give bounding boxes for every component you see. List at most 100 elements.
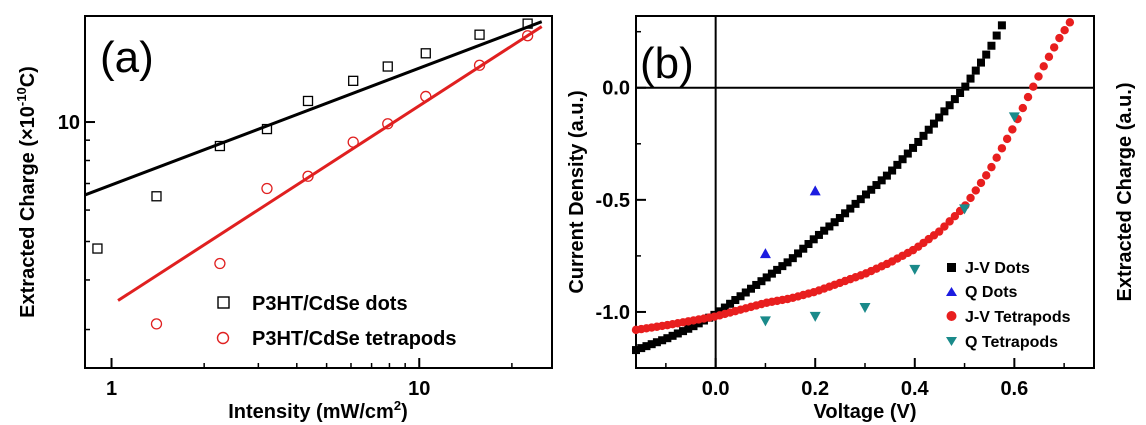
data-point-jv-tetrapods bbox=[950, 211, 960, 221]
legend-label-dots: P3HT/CdSe dots bbox=[252, 293, 408, 315]
data-point-jv-dots bbox=[637, 344, 646, 353]
data-point-jv-dots bbox=[914, 137, 923, 146]
legend-label-q-dots: Q Dots bbox=[965, 284, 1018, 301]
data-point-q-tetrapods bbox=[809, 311, 821, 322]
data-point-jv-tetrapods bbox=[1008, 125, 1017, 134]
data-point-q-dots bbox=[759, 248, 771, 259]
data-point-jv-dots bbox=[731, 296, 740, 305]
legend-a: P3HT/CdSe dots P3HT/CdSe tetrapods bbox=[216, 293, 456, 350]
data-point-jv-dots bbox=[835, 213, 844, 222]
data-point-jv-dots bbox=[825, 222, 834, 231]
data-point-jv-dots bbox=[668, 331, 677, 340]
data-point-jv-dots bbox=[893, 160, 902, 169]
data-point-jv-tetrapods bbox=[1018, 103, 1028, 113]
data-point-tetrapods bbox=[347, 136, 359, 148]
chart-panel-a: 1 10 10 (a) P3HT/CdSe dots P3HT/CdSe tetra… bbox=[14, 15, 553, 423]
data-point-jv-dots bbox=[867, 185, 876, 194]
panel-label-b: (b) bbox=[640, 39, 694, 88]
data-point-jv-tetrapods bbox=[1065, 18, 1075, 27]
data-point-jv-tetrapods bbox=[992, 153, 1001, 162]
x-tick-label-b: 0.4 bbox=[901, 378, 930, 400]
data-point-tetrapods bbox=[420, 90, 432, 103]
y-tick-label-a: 10 bbox=[58, 112, 80, 134]
data-point-dots bbox=[261, 123, 273, 135]
x-tick-label-b: 0.2 bbox=[801, 378, 829, 400]
data-point-jv-dots bbox=[976, 58, 985, 67]
legend-marker-dots bbox=[217, 296, 230, 309]
panel-label-a: (a) bbox=[100, 33, 154, 82]
y2-axis-title-b: Extracted Charge (a.u.) bbox=[1114, 83, 1136, 302]
data-point-jv-tetrapods bbox=[982, 171, 991, 180]
data-point-jv-dots bbox=[966, 74, 975, 83]
axis-ticks-a: 1 10 10 bbox=[58, 112, 513, 400]
legend-label-tetrapods: P3HT/CdSe tetrapods bbox=[252, 328, 456, 350]
data-point-jv-dots bbox=[987, 41, 996, 50]
data-point-jv-tetrapods bbox=[940, 222, 949, 231]
data-point-tetrapods bbox=[521, 30, 534, 42]
data-point-jv-dots bbox=[961, 82, 970, 91]
fit-line-tetrapods bbox=[117, 25, 543, 302]
data-points-a bbox=[92, 18, 534, 330]
data-point-tetrapods bbox=[382, 118, 394, 130]
data-point-jv-dots bbox=[647, 340, 656, 349]
data-point-tetrapods bbox=[150, 318, 163, 330]
data-point-dots bbox=[92, 243, 103, 254]
data-point-tetrapods bbox=[473, 59, 486, 71]
data-point-dots bbox=[302, 95, 314, 107]
data-point-jv-dots bbox=[679, 327, 688, 336]
data-point-jv-tetrapods bbox=[987, 162, 996, 172]
data-point-jv-tetrapods bbox=[966, 193, 975, 203]
data-point-jv-dots bbox=[888, 166, 897, 175]
data-point-jv-dots bbox=[820, 226, 829, 235]
data-point-q-tetrapods bbox=[909, 264, 921, 275]
data-point-tetrapods bbox=[261, 182, 273, 195]
data-point-jv-dots bbox=[773, 265, 782, 274]
data-point-dots bbox=[474, 29, 485, 40]
legend-label-q-tetrapods: Q Tetrapods bbox=[965, 334, 1058, 351]
data-point-jv-dots bbox=[720, 303, 729, 312]
x-axis-title-a: Intensity (mW/cm2) bbox=[228, 398, 407, 423]
data-point-jv-dots bbox=[658, 336, 667, 345]
data-point-jv-dots bbox=[903, 149, 912, 158]
data-point-jv-tetrapods bbox=[1060, 25, 1069, 35]
x-tick-label-a: 1 bbox=[106, 378, 117, 400]
data-point-jv-tetrapods bbox=[1023, 92, 1033, 102]
data-point-jv-dots bbox=[684, 324, 693, 333]
legend-marker-q-dots bbox=[946, 287, 957, 296]
y-tick-label-b: -1.0 bbox=[596, 302, 630, 324]
legend-marker-tetrapods bbox=[216, 331, 230, 345]
legend-marker-q-tetrapods bbox=[946, 337, 957, 346]
data-point-tetrapods bbox=[214, 257, 226, 270]
data-point-dots bbox=[151, 191, 162, 202]
data-point-jv-tetrapods bbox=[1055, 33, 1064, 43]
data-point-jv-tetrapods bbox=[976, 178, 986, 188]
data-point-jv-dots bbox=[956, 88, 965, 97]
data-point-jv-tetrapods bbox=[971, 186, 980, 195]
data-point-jv-dots bbox=[642, 342, 651, 351]
data-point-jv-dots bbox=[945, 101, 954, 110]
data-point-jv-dots bbox=[752, 280, 761, 289]
x-axis-title-b: Voltage (V) bbox=[814, 401, 917, 423]
fit-lines-a bbox=[84, 20, 543, 302]
data-point-jv-dots bbox=[746, 284, 755, 293]
data-point-jv-dots bbox=[877, 176, 886, 185]
data-point-dots bbox=[382, 61, 393, 72]
data-point-jv-dots bbox=[924, 125, 933, 134]
data-point-jv-tetrapods bbox=[934, 227, 944, 236]
data-point-jv-dots bbox=[689, 322, 698, 331]
data-point-dots bbox=[214, 140, 226, 152]
data-point-jv-dots bbox=[726, 299, 735, 308]
y-tick-label-b: -0.5 bbox=[596, 190, 630, 212]
data-point-q-dots bbox=[809, 185, 821, 196]
data-point-jv-tetrapods bbox=[945, 217, 954, 226]
data-point-jv-dots bbox=[950, 95, 959, 104]
x-tick-label-a: 10 bbox=[408, 378, 430, 400]
data-points-b bbox=[631, 18, 1075, 355]
data-point-q-tetrapods bbox=[859, 302, 871, 313]
legend-marker-jv-tetrapods bbox=[946, 311, 957, 321]
data-point-jv-dots bbox=[841, 209, 850, 218]
data-point-jv-dots bbox=[997, 21, 1006, 30]
data-point-jv-dots bbox=[872, 181, 881, 190]
chart-panel-b: 0.0 0.2 0.4 0.6 0.0 -0.5 -1.0 (b) J-V Dots Q D… bbox=[566, 15, 1136, 423]
